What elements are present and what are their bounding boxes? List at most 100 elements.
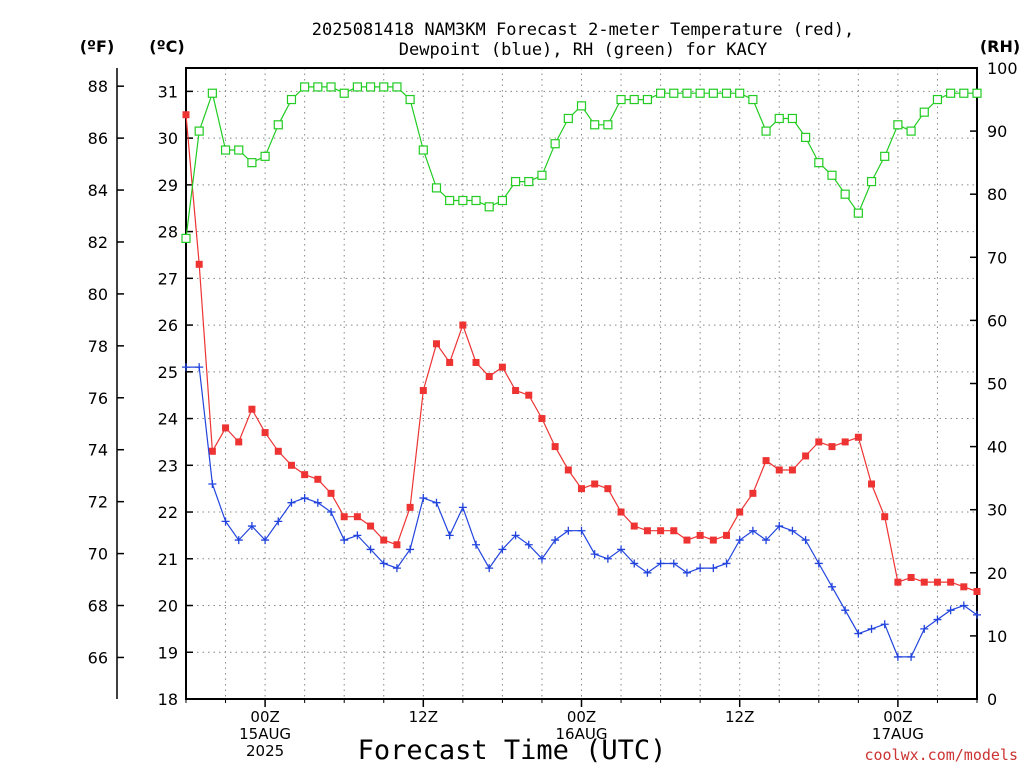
- temperature-point: [353, 513, 361, 521]
- temperature-point: [762, 457, 770, 465]
- temperature-point: [657, 527, 665, 535]
- dewpoint-point: [511, 531, 520, 540]
- rh-point: [774, 113, 784, 124]
- rh-tick-label: 100: [987, 59, 1018, 78]
- dewpoint-point: [762, 536, 771, 545]
- celsius-tick-label: 30: [158, 129, 178, 148]
- dewpoint-point: [379, 559, 388, 568]
- rh-tick-label: 60: [987, 311, 1007, 330]
- temperature-point: [578, 485, 585, 493]
- temperature-point: [973, 587, 981, 595]
- rh-point: [300, 82, 310, 92]
- rh-point: [695, 88, 705, 98]
- rh-point: [247, 158, 257, 168]
- x-tick-label: 17AUG: [872, 725, 924, 743]
- dewpoint-point: [432, 498, 441, 507]
- temperature-point: [828, 443, 836, 451]
- dewpoint-point: [630, 559, 639, 568]
- dewpoint-point: [748, 526, 757, 535]
- rh-point: [234, 145, 244, 155]
- x-tick-label: 00Z: [883, 708, 912, 726]
- rh-point: [866, 176, 877, 187]
- dewpoint-point: [920, 624, 929, 633]
- fahrenheit-tick-label: 84: [88, 181, 108, 200]
- rh-point: [853, 208, 863, 218]
- rh-tick-label: 40: [987, 438, 1007, 457]
- rh-point: [405, 94, 415, 105]
- dewpoint-point: [300, 494, 309, 503]
- rh-tick-label: 30: [987, 501, 1007, 520]
- temperature-point: [222, 424, 230, 432]
- dewpoint-point: [722, 559, 731, 568]
- axes: 66 68 70 72 74 76 78 80 82 84 86 88 18 19 20 21 22 23 24 25…: [88, 59, 1018, 760]
- dewpoint-point: [643, 568, 652, 577]
- dewpoint-point: [696, 564, 705, 573]
- temperature-point: [182, 111, 190, 119]
- dewpoint-point: [208, 479, 217, 488]
- temperature-point: [551, 443, 559, 451]
- temperature-point: [854, 433, 862, 441]
- dewpoint-point: [234, 536, 243, 545]
- celsius-tick-label: 21: [158, 550, 178, 569]
- fahrenheit-tick-label: 76: [88, 389, 108, 408]
- rh-point: [814, 158, 824, 168]
- chart-title-line1: 2025081418 NAM3KM Forecast 2-meter Tempe…: [312, 20, 854, 40]
- temperature-point: [709, 536, 717, 544]
- dewpoint-point: [551, 536, 560, 545]
- fahrenheit-tick-label: 68: [88, 597, 108, 616]
- temperature-point: [617, 508, 625, 516]
- dewpoint-point: [498, 545, 507, 554]
- dewpoint-point: [735, 536, 744, 545]
- dewpoint-series: [182, 363, 981, 661]
- dewpoint-point: [182, 363, 190, 372]
- temperature-point: [472, 358, 480, 366]
- dewpoint-point: [261, 536, 270, 545]
- celsius-unit-label: (ºC): [149, 37, 184, 56]
- rh-point: [946, 88, 956, 98]
- rh-point: [273, 120, 283, 130]
- rh-point: [708, 88, 718, 98]
- dewpoint-point: [959, 601, 968, 610]
- rh-point: [379, 82, 389, 92]
- dewpoint-point: [603, 554, 612, 563]
- temperature-series: [182, 111, 981, 595]
- temperature-point: [287, 461, 295, 469]
- dewpoint-point: [933, 615, 942, 624]
- rh-point: [445, 195, 455, 206]
- temperature-point: [380, 536, 388, 544]
- dewpoint-point: [973, 610, 981, 619]
- temperature-point: [630, 522, 638, 530]
- rh-point: [655, 88, 666, 98]
- fahrenheit-tick-label: 70: [88, 545, 108, 564]
- temperature-point: [485, 372, 493, 380]
- dewpoint-point: [274, 517, 283, 526]
- dewpoint-point: [445, 531, 454, 540]
- temperature-point: [881, 513, 889, 521]
- data-series: [181, 82, 982, 661]
- dewpoint-point: [524, 540, 533, 549]
- rh-point: [959, 88, 969, 98]
- celsius-tick-label: 22: [158, 503, 178, 522]
- dewpoint-point: [221, 517, 230, 526]
- celsius-tick-label: 31: [158, 82, 178, 101]
- celsius-tick-label: 20: [158, 597, 178, 616]
- rh-point: [207, 88, 217, 98]
- rh-point: [286, 94, 297, 105]
- temperature-point: [512, 387, 520, 395]
- watermark-link[interactable]: coolwx.com/models: [864, 746, 1018, 764]
- dewpoint-point: [893, 652, 902, 661]
- temperature-point: [340, 513, 348, 521]
- temperature-point: [802, 452, 810, 460]
- temperature-point: [195, 260, 203, 268]
- fahrenheit-tick-label: 72: [88, 493, 108, 512]
- rh-point: [801, 132, 811, 143]
- chart-title-line2: Dewpoint (blue), RH (green) for KACY: [399, 40, 767, 60]
- dewpoint-point: [472, 540, 481, 549]
- temperature-point: [248, 405, 256, 413]
- temperature-point: [274, 447, 282, 455]
- temperature-point: [432, 340, 440, 348]
- temperature-point: [564, 466, 572, 474]
- temperature-point: [446, 358, 454, 366]
- dewpoint-point: [419, 494, 428, 503]
- celsius-tick-label: 29: [158, 176, 178, 195]
